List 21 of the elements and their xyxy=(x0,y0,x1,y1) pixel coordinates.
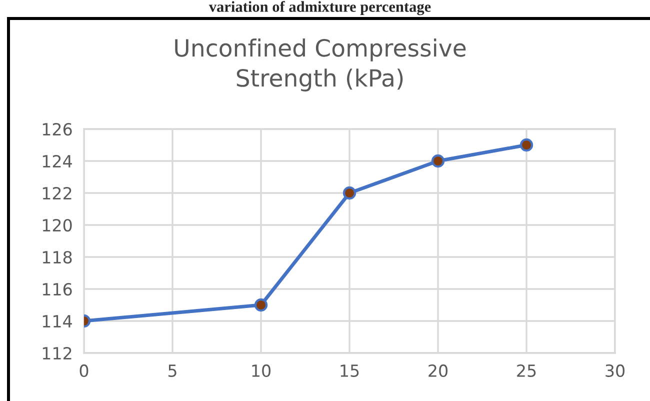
point xyxy=(342,186,356,200)
x-tick-label: 5 xyxy=(168,364,176,378)
point xyxy=(254,298,268,312)
x-tick-label: 30 xyxy=(606,364,624,378)
x-tick-label: 0 xyxy=(80,364,88,378)
x-tick-label: 10 xyxy=(252,364,270,378)
y-tick-label: 124 xyxy=(42,154,72,168)
y-tick-label: 122 xyxy=(42,186,72,200)
y-tick-label: 118 xyxy=(42,250,72,264)
y-tick-label: 114 xyxy=(42,315,72,328)
point xyxy=(431,154,445,168)
x-tick-label: 25 xyxy=(517,364,536,378)
y-tick-label: 120 xyxy=(42,218,72,232)
y-tick-label: 112 xyxy=(42,346,72,360)
y-tick-label: 116 xyxy=(42,282,72,296)
chart-title: Unconfined Compressive Strength (kPa) xyxy=(175,38,466,92)
y-tick-label: 126 xyxy=(42,122,72,136)
text: variation of admixture percentage xyxy=(208,1,431,16)
x-tick-label: 15 xyxy=(340,364,359,378)
x-tick-label: 20 xyxy=(428,364,448,378)
point xyxy=(520,138,534,152)
